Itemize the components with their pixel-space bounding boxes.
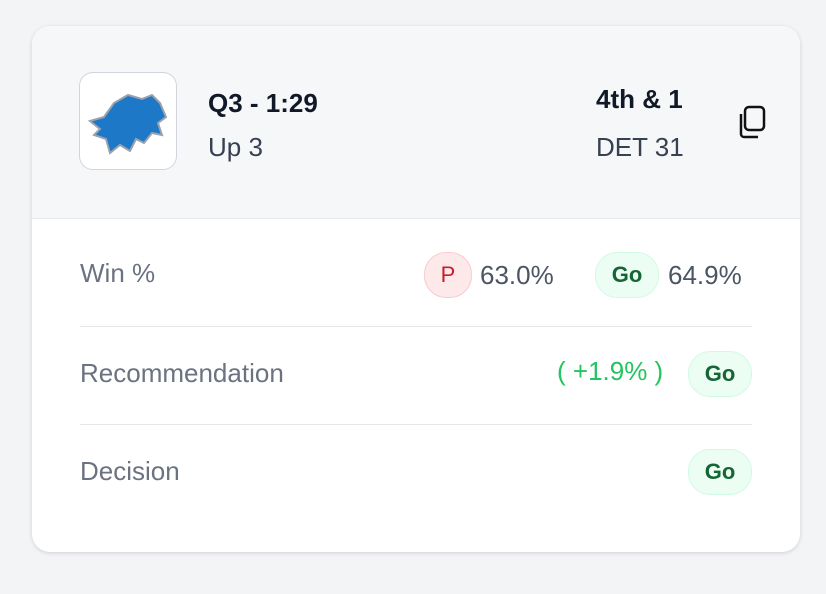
header: Q3 - 1:29 Up 3 4th & 1 DET 31 <box>32 26 800 219</box>
field-position: DET 31 <box>596 132 684 162</box>
row-label: Recommendation <box>80 358 284 388</box>
lion-icon <box>87 93 168 155</box>
decision-row: Decision Go <box>80 424 752 522</box>
punt-value: 63.0% <box>480 260 554 290</box>
go-badge: Go <box>688 449 752 495</box>
go-badge: Go <box>595 252 659 298</box>
delta: ( +1.9% ) <box>557 356 664 386</box>
recommendation-row: Recommendation ( +1.9% ) Go <box>80 326 752 425</box>
score-state: Up 3 <box>208 132 263 162</box>
row-label: Win % <box>80 258 156 288</box>
copy-button[interactable] <box>736 104 768 140</box>
row-label: Decision <box>80 456 180 486</box>
card: Q3 - 1:29 Up 3 4th & 1 DET 31 Win % P 63… <box>32 26 800 552</box>
quarter-time: Q3 - 1:29 <box>208 88 318 118</box>
go-value: 64.9% <box>668 260 742 290</box>
team-logo <box>79 72 177 170</box>
win-row: Win % P 63.0% Go 64.9% <box>80 228 752 327</box>
go-badge: Go <box>688 351 752 397</box>
punt-badge: P <box>424 252 472 298</box>
down-distance: 4th & 1 <box>596 84 683 114</box>
